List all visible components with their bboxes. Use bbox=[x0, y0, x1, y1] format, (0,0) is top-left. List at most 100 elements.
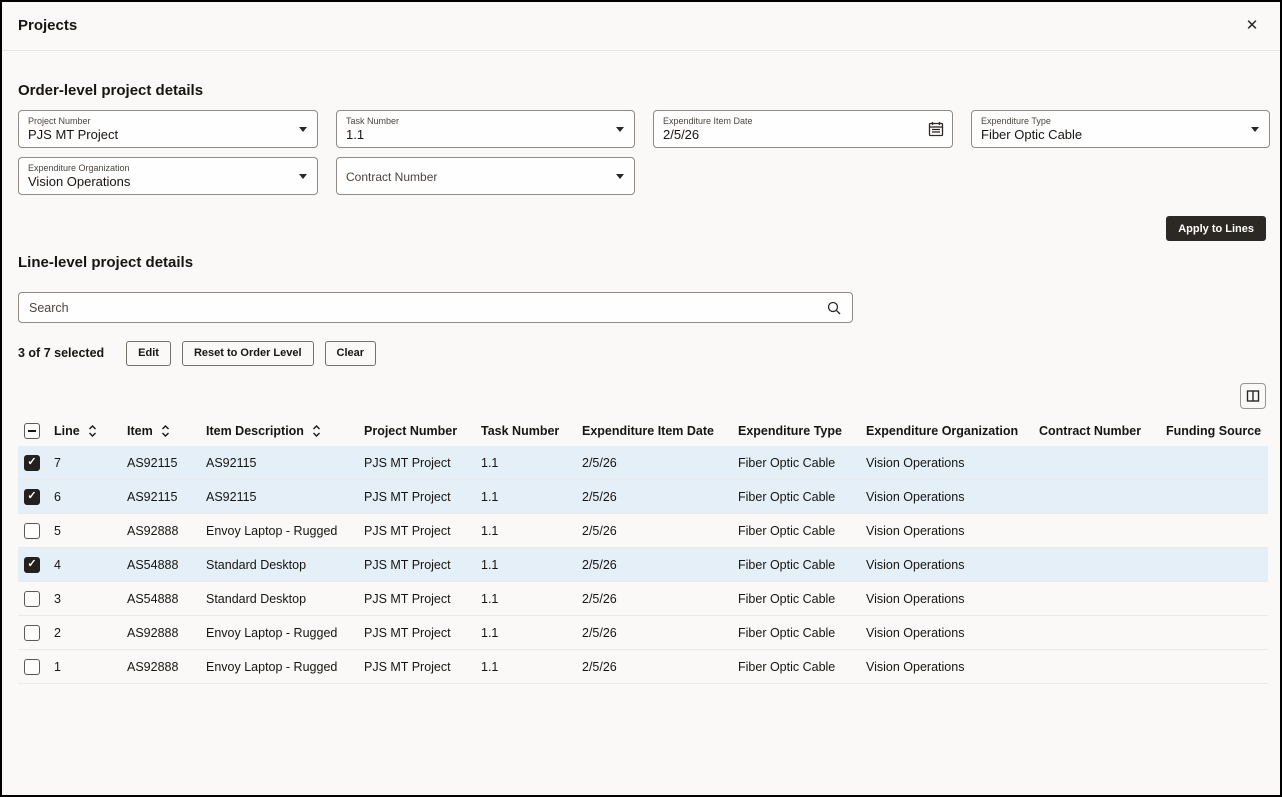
cell-item: AS92888 bbox=[127, 625, 179, 640]
calendar-icon[interactable] bbox=[928, 121, 944, 142]
row-checkbox[interactable] bbox=[24, 658, 40, 675]
row-checkbox[interactable] bbox=[24, 522, 40, 539]
table-body: 7 AS92115 AS92115 PJS MT Project 1.1 2/5… bbox=[18, 446, 1268, 684]
field-label: Project Number bbox=[28, 116, 91, 126]
selection-toolbar: 3 of 7 selected Edit Reset to Order Leve… bbox=[18, 340, 1266, 366]
cell-expenditure-type: Fiber Optic Cable bbox=[738, 455, 836, 470]
cell-expenditure-item-date: 2/5/26 bbox=[582, 625, 617, 640]
column-header-contract-number: Contract Number bbox=[1039, 423, 1142, 438]
cell-expenditure-type: Fiber Optic Cable bbox=[738, 557, 836, 572]
table-row[interactable]: 4 AS54888 Standard Desktop PJS MT Projec… bbox=[18, 548, 1268, 582]
table-row[interactable]: 7 AS92115 AS92115 PJS MT Project 1.1 2/5… bbox=[18, 446, 1268, 480]
field-value: 1.1 bbox=[346, 127, 365, 142]
search-input[interactable] bbox=[29, 300, 826, 315]
sort-icon bbox=[312, 424, 320, 437]
clear-button[interactable]: Clear bbox=[324, 340, 377, 366]
cell-line: 4 bbox=[54, 557, 61, 572]
search-box bbox=[18, 292, 853, 323]
cell-expenditure-item-date: 2/5/26 bbox=[582, 591, 617, 606]
chevron-down-icon bbox=[616, 127, 624, 132]
edit-button[interactable]: Edit bbox=[126, 340, 171, 366]
column-header-task-number: Task Number bbox=[481, 423, 560, 438]
expenditure-organization-field[interactable]: Expenditure Organization Vision Operatio… bbox=[18, 157, 318, 195]
column-header-funding-source: Funding Source bbox=[1166, 423, 1262, 438]
cell-expenditure-organization: Vision Operations bbox=[866, 489, 965, 504]
columns-icon bbox=[1246, 389, 1260, 403]
cell-line: 3 bbox=[54, 591, 61, 606]
table-row[interactable]: 3 AS54888 Standard Desktop PJS MT Projec… bbox=[18, 582, 1268, 616]
table-row[interactable]: 6 AS92115 AS92115 PJS MT Project 1.1 2/5… bbox=[18, 480, 1268, 514]
order-section-heading: Order-level project details bbox=[18, 82, 204, 99]
field-label: Expenditure Item Date bbox=[663, 116, 753, 126]
table-actions-row bbox=[18, 383, 1266, 409]
row-checkbox[interactable] bbox=[24, 590, 40, 607]
expenditure-type-field[interactable]: Expenditure Type Fiber Optic Cable bbox=[971, 110, 1270, 148]
cell-expenditure-type: Fiber Optic Cable bbox=[738, 489, 836, 504]
cell-line: 1 bbox=[54, 659, 61, 674]
reset-to-order-level-button[interactable]: Reset to Order Level bbox=[181, 340, 314, 366]
cell-expenditure-organization: Vision Operations bbox=[866, 455, 965, 470]
lines-table: Line Item Item Description Project Numbe… bbox=[18, 415, 1268, 684]
chevron-down-icon bbox=[299, 174, 307, 179]
cell-task-number: 1.1 bbox=[481, 659, 499, 674]
sort-icon bbox=[161, 424, 169, 437]
cell-item-description: Envoy Laptop - Rugged bbox=[206, 523, 338, 538]
cell-expenditure-item-date: 2/5/26 bbox=[582, 557, 617, 572]
chevron-down-icon bbox=[299, 127, 307, 132]
column-header-line[interactable]: Line bbox=[54, 424, 127, 438]
column-header-item-description[interactable]: Item Description bbox=[206, 424, 364, 438]
table-row[interactable]: 1 AS92888 Envoy Laptop - Rugged PJS MT P… bbox=[18, 650, 1268, 684]
cell-project-number: PJS MT Project bbox=[364, 489, 451, 504]
cell-item-description: AS92115 bbox=[206, 455, 257, 470]
task-number-field[interactable]: Task Number 1.1 bbox=[336, 110, 635, 148]
cell-item: AS92888 bbox=[127, 523, 179, 538]
row-checkbox[interactable] bbox=[24, 624, 40, 641]
dialog-header: Projects ✕ bbox=[2, 2, 1280, 51]
cell-expenditure-type: Fiber Optic Cable bbox=[738, 523, 836, 538]
cell-project-number: PJS MT Project bbox=[364, 523, 451, 538]
cell-expenditure-item-date: 2/5/26 bbox=[582, 455, 617, 470]
cell-expenditure-organization: Vision Operations bbox=[866, 659, 965, 674]
cell-task-number: 1.1 bbox=[481, 625, 499, 640]
field-label: Contract Number bbox=[346, 169, 438, 184]
cell-project-number: PJS MT Project bbox=[364, 455, 451, 470]
column-header-item[interactable]: Item bbox=[127, 424, 206, 438]
column-header-project-number: Project Number bbox=[364, 423, 458, 438]
column-header-expenditure-type: Expenditure Type bbox=[738, 423, 842, 438]
cell-expenditure-type: Fiber Optic Cable bbox=[738, 591, 836, 606]
cell-task-number: 1.1 bbox=[481, 523, 499, 538]
cell-project-number: PJS MT Project bbox=[364, 591, 451, 606]
cell-line: 6 bbox=[54, 489, 61, 504]
apply-to-lines-button[interactable]: Apply to Lines bbox=[1166, 216, 1266, 241]
field-label: Expenditure Organization bbox=[28, 163, 130, 173]
column-header-label: Item Description bbox=[206, 423, 304, 438]
cell-item: AS54888 bbox=[127, 557, 179, 572]
cell-item-description: AS92115 bbox=[206, 489, 257, 504]
row-checkbox[interactable] bbox=[24, 556, 40, 573]
row-checkbox[interactable] bbox=[24, 454, 40, 471]
cell-expenditure-type: Fiber Optic Cable bbox=[738, 659, 836, 674]
cell-item-description: Standard Desktop bbox=[206, 591, 307, 606]
order-fields-grid: Project Number PJS MT Project Task Numbe… bbox=[18, 110, 1270, 195]
column-header-expenditure-item-date: Expenditure Item Date bbox=[582, 423, 714, 438]
table-row[interactable]: 2 AS92888 Envoy Laptop - Rugged PJS MT P… bbox=[18, 616, 1268, 650]
cell-item-description: Envoy Laptop - Rugged bbox=[206, 659, 338, 674]
page-title: Projects bbox=[18, 17, 78, 34]
row-checkbox[interactable] bbox=[24, 488, 40, 505]
cell-line: 7 bbox=[54, 455, 61, 470]
table-row[interactable]: 5 AS92888 Envoy Laptop - Rugged PJS MT P… bbox=[18, 514, 1268, 548]
contract-number-field[interactable]: Contract Number bbox=[336, 157, 635, 195]
expenditure-item-date-field[interactable]: Expenditure Item Date 2/5/26 bbox=[653, 110, 953, 148]
chevron-down-icon bbox=[616, 174, 624, 179]
search-icon[interactable] bbox=[826, 300, 842, 316]
cell-item: AS92115 bbox=[127, 489, 178, 504]
column-header-label: Item bbox=[127, 423, 153, 438]
cell-line: 2 bbox=[54, 625, 61, 640]
manage-columns-button[interactable] bbox=[1240, 383, 1266, 409]
select-all-checkbox[interactable] bbox=[24, 422, 40, 439]
field-value: 2/5/26 bbox=[663, 127, 700, 142]
project-number-field[interactable]: Project Number PJS MT Project bbox=[18, 110, 318, 148]
cell-expenditure-organization: Vision Operations bbox=[866, 591, 965, 606]
cell-expenditure-type: Fiber Optic Cable bbox=[738, 625, 836, 640]
close-icon[interactable]: ✕ bbox=[1240, 14, 1264, 38]
